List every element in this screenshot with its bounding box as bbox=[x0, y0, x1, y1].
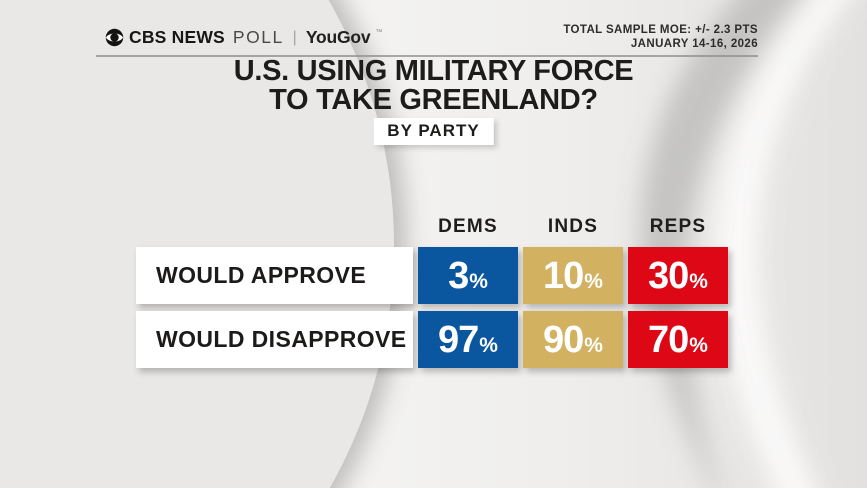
value-approve-dems: 3% bbox=[448, 254, 488, 297]
value-cell-reps-disapprove: 70% bbox=[628, 311, 728, 368]
poll-table: DEMS INDS REPS WOULD APPROVE 3% 10% 30% … bbox=[136, 216, 728, 368]
row-label-would-disapprove: WOULD DISAPPROVE bbox=[136, 311, 413, 368]
title-line-2: TO TAKE GREENLAND? bbox=[269, 83, 598, 116]
header-spacer bbox=[136, 217, 413, 240]
date-line: JANUARY 14-16, 2026 bbox=[630, 37, 758, 50]
header-rule bbox=[96, 55, 758, 57]
sample-note: TOTAL SAMPLE MOE: +/- 2.3 PTS JANUARY 14… bbox=[563, 24, 758, 51]
page-title: U.S. USING MILITARY FORCE TO TAKE GREENL… bbox=[0, 57, 867, 114]
brand-poll: POLL bbox=[232, 27, 284, 47]
value-disapprove-inds: 90% bbox=[543, 318, 603, 361]
moe-line: TOTAL SAMPLE MOE: +/- 2.3 PTS bbox=[563, 24, 758, 36]
column-header-inds: INDS bbox=[547, 216, 599, 237]
value-cell-reps-approve: 30% bbox=[628, 247, 728, 304]
brand-cbs-news: CBS NEWS bbox=[129, 27, 225, 47]
column-header-reps: REPS bbox=[649, 216, 707, 237]
column-header-dems: DEMS bbox=[438, 216, 498, 237]
value-approve-inds: 10% bbox=[543, 254, 603, 297]
value-cell-dems-disapprove: 97% bbox=[418, 311, 518, 368]
value-cell-dems-approve: 3% bbox=[418, 247, 518, 304]
value-disapprove-dems: 97% bbox=[438, 318, 498, 361]
title-line-1: U.S. USING MILITARY FORCE bbox=[233, 55, 634, 87]
value-disapprove-reps: 70% bbox=[648, 318, 708, 361]
brand-divider: | bbox=[292, 28, 297, 46]
yougov-trademark-mark: ™ bbox=[375, 29, 383, 36]
value-approve-reps: 30% bbox=[648, 254, 708, 297]
brand-yougov: YouGov bbox=[305, 27, 371, 47]
brand-lockup: CBS NEWS POLL | YouGov ™ bbox=[105, 27, 382, 48]
value-cell-inds-disapprove: 90% bbox=[523, 311, 623, 368]
value-cell-inds-approve: 10% bbox=[523, 247, 623, 304]
by-party-badge: BY PARTY bbox=[373, 118, 494, 145]
cbs-eye-icon bbox=[105, 28, 124, 47]
row-label-would-approve: WOULD APPROVE bbox=[136, 247, 413, 304]
